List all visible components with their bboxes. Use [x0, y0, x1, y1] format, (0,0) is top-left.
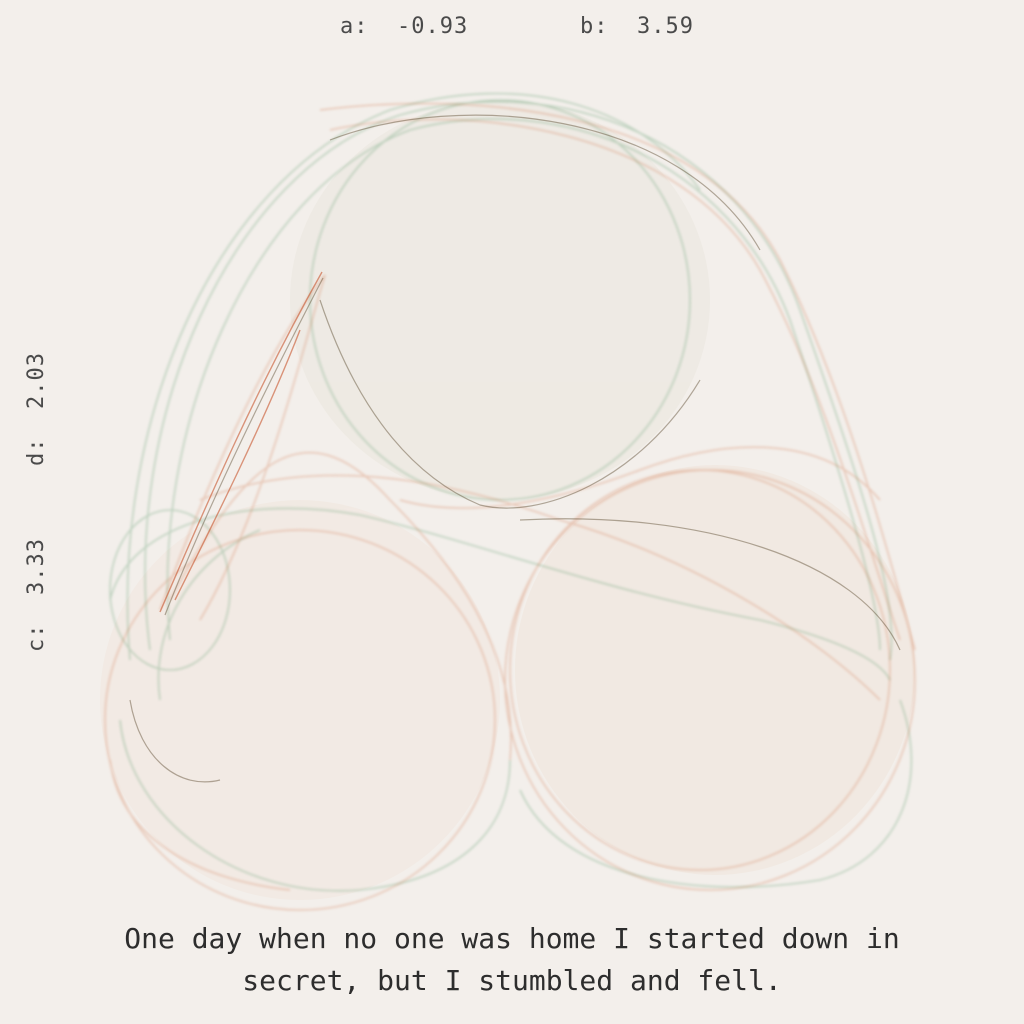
caption-line-2: secret, but I stumbled and fell. — [242, 964, 782, 997]
caption-line-1: One day when no one was home I started d… — [124, 922, 900, 955]
caption: One day when no one was home I started d… — [40, 918, 984, 1002]
param-d-label: d: 2.03 — [24, 352, 49, 466]
param-c-label: c: 3.33 — [24, 538, 49, 652]
param-a-label: a: -0.93 — [340, 14, 469, 39]
param-b-label: b: 3.59 — [580, 14, 694, 39]
